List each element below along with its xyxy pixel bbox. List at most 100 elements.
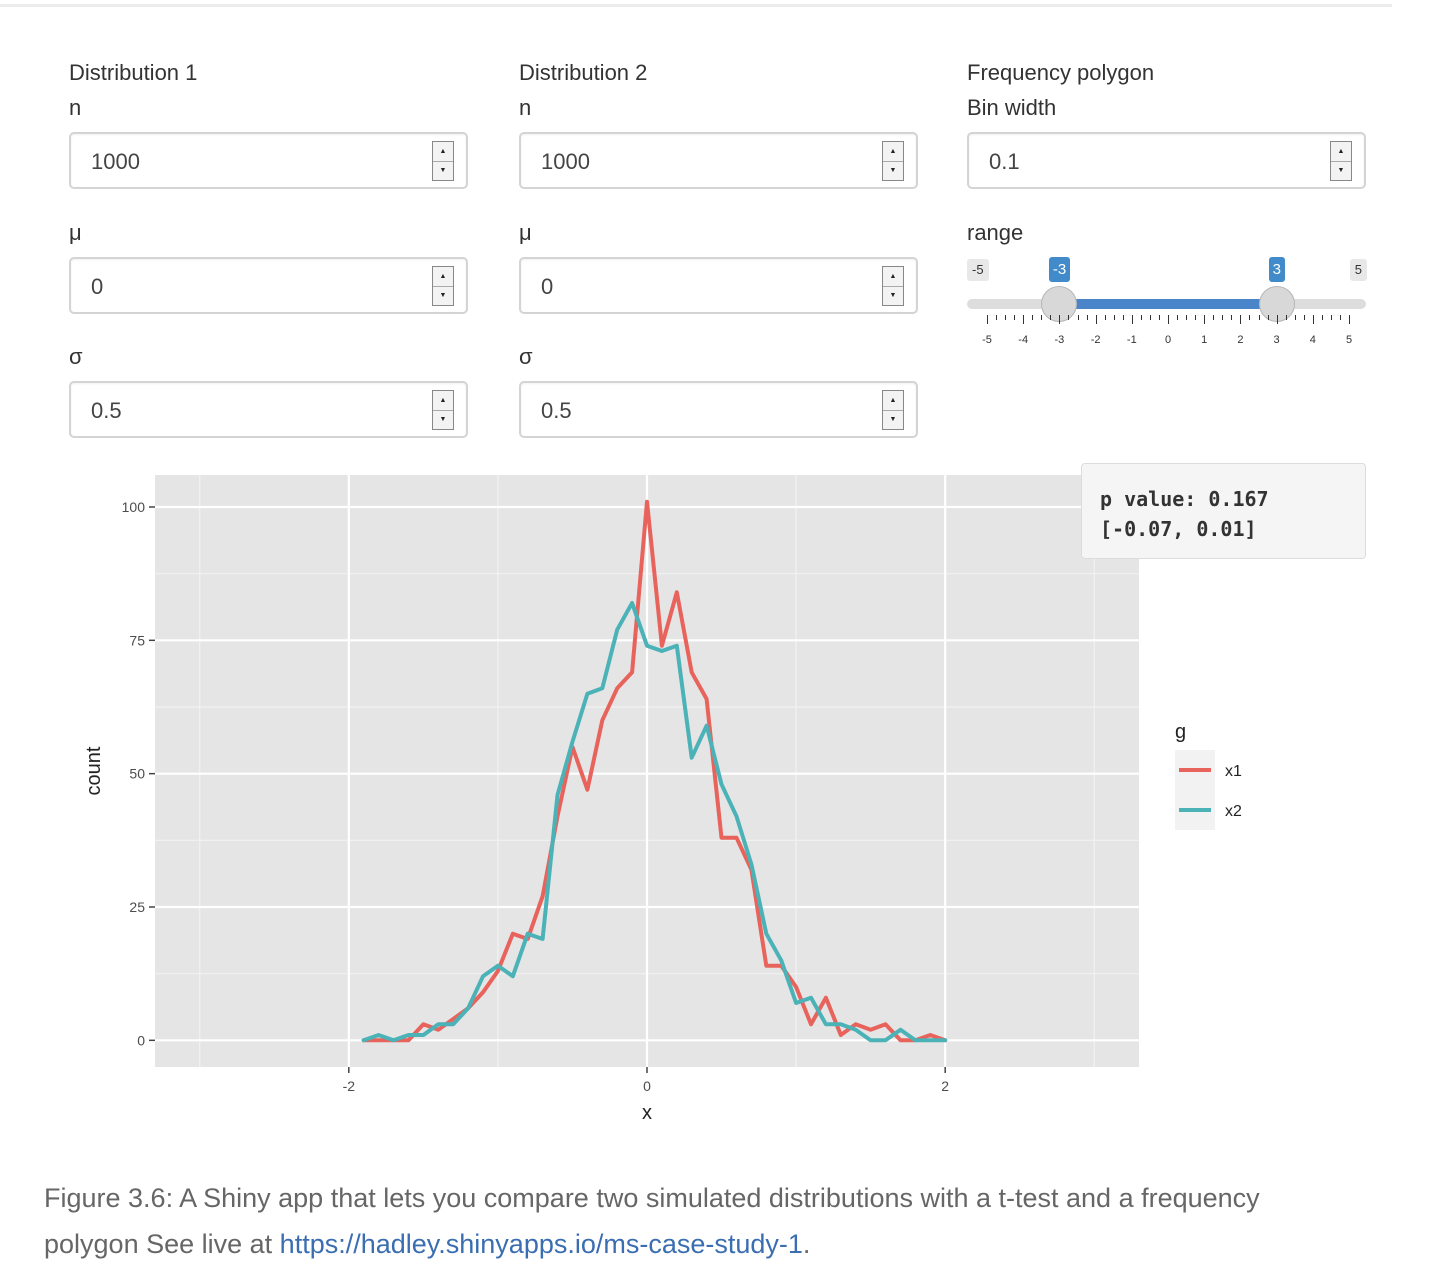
- sigma-label: σ: [69, 344, 83, 369]
- t-test-output: p value: 0.167 [-0.07, 0.01]: [1081, 463, 1366, 559]
- sigma-value: 0.5: [91, 398, 122, 423]
- n-spinner[interactable]: ▲ ▼: [432, 141, 454, 181]
- frequency-polygon-plot: -2 0 2 0 25 50 75 100 x count g x1 x2: [60, 460, 1380, 1140]
- increment-arrow-icon[interactable]: ▲: [883, 391, 903, 411]
- live-app-link[interactable]: https://hadley.shinyapps.io/ms-case-stud…: [279, 1229, 803, 1259]
- range-max-label: 5: [1349, 259, 1367, 281]
- bin-width-input[interactable]: 0.1 ▲ ▼: [967, 132, 1366, 189]
- y-tick-label: 50: [129, 766, 145, 782]
- y-axis-title: count: [83, 746, 105, 795]
- n-label: n: [519, 95, 532, 120]
- n-input[interactable]: 1000 ▲ ▼: [519, 132, 918, 189]
- slider-minor-tick: [1050, 315, 1052, 320]
- slider-minor-tick: [1122, 315, 1124, 320]
- n-value: 1000: [541, 149, 590, 174]
- chart-svg: -2 0 2 0 25 50 75 100 x count g x1 x2: [83, 475, 1242, 1124]
- slider-major-tick: [1240, 315, 1242, 324]
- decrement-arrow-icon[interactable]: ▼: [1337, 167, 1345, 174]
- decrement-arrow-icon[interactable]: ▼: [439, 416, 447, 423]
- frequency-polygon-heading: Frequency polygon: [967, 60, 1155, 85]
- slider-minor-tick: [1014, 315, 1016, 320]
- range-slider[interactable]: -5 5 -3 3 -5 -4 -3 -2 -1 0 1 2 3 4 5: [967, 256, 1367, 346]
- x-axis-title: x: [642, 1102, 652, 1124]
- sigma-input[interactable]: 0.5 ▲ ▼: [519, 381, 918, 438]
- slider-minor-tick: [1032, 315, 1034, 320]
- increment-arrow-icon[interactable]: ▲: [433, 142, 453, 162]
- increment-arrow-icon[interactable]: ▲: [433, 391, 453, 411]
- mu-input[interactable]: 0 ▲ ▼: [519, 257, 918, 314]
- slider-minor-tick: [1258, 315, 1260, 320]
- increment-arrow-icon[interactable]: ▲: [883, 142, 903, 162]
- slider-tick-label: -3: [1054, 334, 1065, 346]
- slider-minor-tick: [1231, 315, 1233, 320]
- slider-tick-label: -2: [1090, 334, 1101, 346]
- n-spinner[interactable]: ▲ ▼: [882, 141, 904, 181]
- sigma-spinner[interactable]: ▲ ▼: [432, 390, 454, 430]
- increment-arrow-icon[interactable]: ▲: [433, 267, 453, 287]
- slider-minor-tick: [1077, 315, 1079, 320]
- range-label: range: [967, 220, 1024, 245]
- slider-major-tick: [1059, 315, 1061, 324]
- y-tick-label: 75: [129, 632, 145, 648]
- bin-width-spinner[interactable]: ▲ ▼: [1330, 141, 1352, 181]
- bin-width-label: Bin width: [967, 95, 1057, 120]
- y-tick-label: 100: [122, 499, 146, 515]
- slider-tick-label: 0: [1164, 334, 1172, 346]
- n-label: n: [69, 95, 82, 120]
- slider-minor-tick: [996, 315, 998, 320]
- slider-minor-tick: [1303, 315, 1305, 320]
- slider-tick-label: 4: [1309, 334, 1316, 346]
- slider-minor-tick: [1140, 315, 1142, 320]
- slider-major-tick: [1276, 315, 1278, 324]
- sigma-spinner[interactable]: ▲ ▼: [882, 390, 904, 430]
- slider-minor-tick: [1186, 315, 1188, 320]
- slider-minor-tick: [1041, 315, 1043, 320]
- legend-label: x2: [1225, 803, 1242, 820]
- sigma-value: 0.5: [541, 398, 572, 423]
- slider-minor-tick: [1222, 315, 1224, 320]
- slider-minor-tick: [1005, 315, 1007, 320]
- decrement-arrow-icon[interactable]: ▼: [889, 416, 897, 423]
- x-tick-label: 0: [643, 1078, 651, 1094]
- y-tick-label: 25: [129, 899, 145, 915]
- slider-minor-tick: [1249, 315, 1251, 320]
- decrement-arrow-icon[interactable]: ▼: [889, 292, 897, 299]
- increment-arrow-icon[interactable]: ▲: [1331, 142, 1351, 162]
- slider-major-tick: [1312, 315, 1314, 324]
- bin-width-value: 0.1: [989, 149, 1020, 174]
- legend-title: g: [1175, 721, 1186, 743]
- slider-major-tick: [1168, 315, 1169, 324]
- slider-tick-label: 1: [1201, 334, 1208, 346]
- sigma-input[interactable]: 0.5 ▲ ▼: [69, 381, 468, 438]
- slider-minor-tick: [1149, 315, 1151, 320]
- slider-major-tick: [1349, 315, 1350, 324]
- slider-major-tick: [1204, 315, 1206, 324]
- slider-minor-tick: [1267, 315, 1269, 320]
- n-input[interactable]: 1000 ▲ ▼: [69, 132, 468, 189]
- slider-tick-label: -1: [1126, 334, 1137, 346]
- mu-value: 0: [541, 274, 554, 299]
- decrement-arrow-icon[interactable]: ▼: [439, 292, 447, 299]
- slider-major-tick: [987, 315, 988, 324]
- mu-spinner[interactable]: ▲ ▼: [882, 266, 904, 306]
- slider-minor-tick: [1158, 315, 1160, 320]
- mu-spinner[interactable]: ▲ ▼: [432, 266, 454, 306]
- mu-input[interactable]: 0 ▲ ▼: [69, 257, 468, 314]
- caption-end: .: [802, 1229, 811, 1259]
- slider-tick-label: -5: [982, 334, 992, 346]
- slider-selected-range[interactable]: [1059, 299, 1277, 309]
- decrement-arrow-icon[interactable]: ▼: [439, 167, 447, 174]
- slider-minor-tick: [1213, 315, 1215, 320]
- range-from-label: -3: [1048, 257, 1071, 282]
- x-tick-label: 2: [941, 1078, 949, 1094]
- increment-arrow-icon[interactable]: ▲: [883, 267, 903, 287]
- slider-minor-tick: [1177, 315, 1179, 320]
- n-value: 1000: [91, 149, 140, 174]
- series-line-x2: [361, 601, 948, 1043]
- slider-minor-tick: [1086, 315, 1088, 320]
- slider-minor-tick: [1330, 315, 1332, 320]
- range-min-label: -5: [967, 259, 989, 281]
- decrement-arrow-icon[interactable]: ▼: [889, 167, 897, 174]
- caption-text: Figure 3.6: A Shiny app that lets you co…: [44, 1183, 1260, 1259]
- slider-minor-tick: [1113, 315, 1115, 320]
